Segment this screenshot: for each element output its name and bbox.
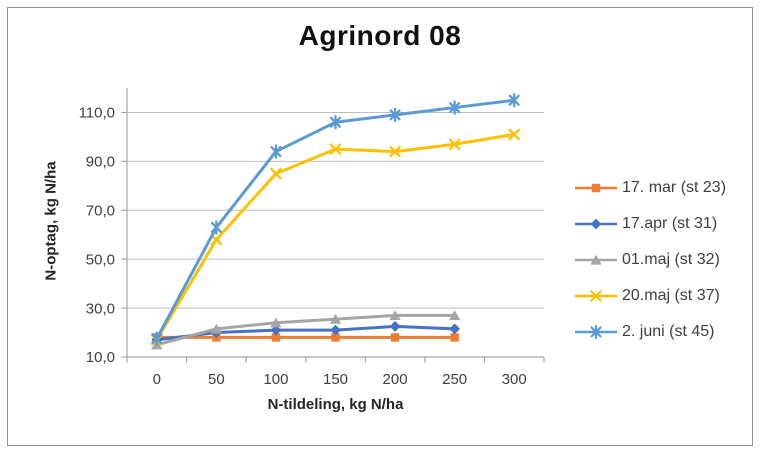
legend-item-20-maj-st-37: 20.maj (st 37) [573, 278, 751, 314]
series-20-maj-st-37 [151, 128, 520, 346]
legend-label: 17.apr (st 31) [622, 215, 718, 232]
svg-text:250: 250 [442, 371, 467, 388]
legend-marker-icon [575, 290, 617, 302]
y-tick-labels: 10,0 30,0 50,0 70,0 90,0 110,0 [79, 105, 115, 367]
series-17-apr-st-31 [151, 321, 461, 346]
legend-label: 01.maj (st 32) [622, 251, 720, 268]
svg-text:150: 150 [323, 371, 348, 388]
series-01-maj-st-32 [151, 310, 461, 350]
legend-marker-icon [575, 183, 617, 193]
svg-text:50: 50 [208, 371, 225, 388]
legend-label: 2. juni (st 45) [622, 323, 715, 340]
legend-marker-icon [575, 325, 617, 339]
svg-text:30,0: 30,0 [86, 300, 115, 317]
legend-label: 17. mar (st 23) [622, 179, 727, 196]
gridlines [127, 111, 544, 309]
legend-item-2-juni-st-45: 2. juni (st 45) [573, 314, 751, 350]
series-2-juni-st-45 [151, 93, 520, 346]
svg-text:110,0: 110,0 [79, 105, 115, 122]
legend-item-01-maj-st-32: 01.maj (st 32) [573, 242, 751, 278]
x-tick-labels: 0 50 100 150 200 250 300 [153, 371, 527, 388]
chart-title: Agrinord 08 [298, 20, 462, 51]
svg-text:300: 300 [502, 371, 527, 388]
y-axis-title: N-optag, kg N/ha [42, 161, 60, 281]
x-axis [126, 356, 545, 363]
svg-text:100: 100 [263, 371, 288, 388]
svg-text:50,0: 50,0 [86, 251, 115, 268]
x-axis-title: N-tildeling, kg N/ha [267, 396, 404, 413]
svg-text:200: 200 [383, 371, 408, 388]
legend-item-17-apr-st-31: 17.apr (st 31) [573, 206, 751, 242]
legend-label: 20.maj (st 37) [622, 287, 720, 304]
y-axis [121, 88, 128, 358]
legend-marker-icon [575, 218, 617, 230]
svg-text:10,0: 10,0 [86, 349, 115, 366]
chart-frame [7, 7, 753, 446]
svg-text:70,0: 70,0 [86, 202, 115, 219]
legend-item-17-mar-st-23: 17. mar (st 23) [573, 170, 751, 206]
chart-legend: 17. mar (st 23) 17.apr (st 31) 01.maj (st … [573, 170, 751, 350]
legend-marker-icon [575, 254, 617, 265]
svg-text:0: 0 [153, 371, 161, 388]
svg-text:90,0: 90,0 [86, 154, 115, 171]
